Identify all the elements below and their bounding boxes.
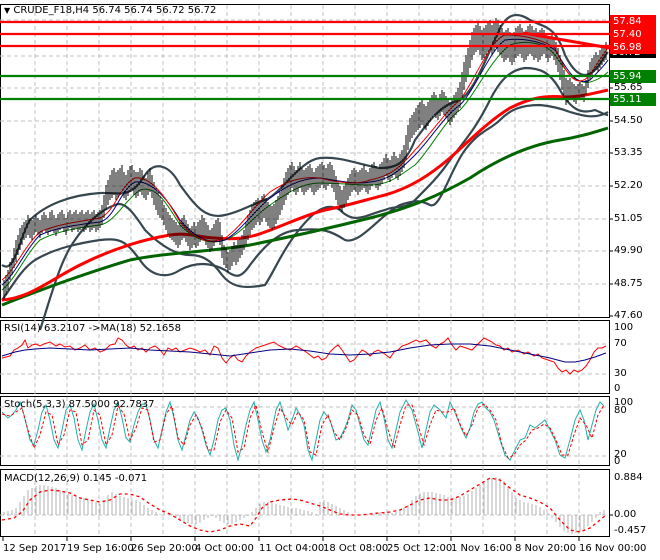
y-tick: 53.35	[614, 147, 643, 158]
bollinger-bands	[1, 13, 609, 331]
y-tick: 52.20	[614, 180, 643, 191]
main-pane-title-text: CRUDE_F18,H4 56.74 56.74 56.72 56.72	[13, 5, 217, 16]
support-tag: 55.11	[610, 93, 656, 106]
macd-y-tick: -0.457	[614, 525, 647, 536]
x-tick: 1 Nov 16:00	[451, 543, 513, 554]
x-tick: 8 Nov 20:00	[515, 543, 577, 554]
macd-pane-title: MACD(12,26,9) 0.145 -0.071	[4, 473, 148, 484]
x-tick: 26 Sep 20:00	[131, 543, 198, 554]
stoch-y-tick: 20	[614, 449, 627, 460]
rsi-y-tick: 0	[614, 383, 621, 394]
ma-red-slow	[1, 88, 609, 302]
x-tick: 25 Oct 12:00	[387, 543, 453, 554]
macd-histogram	[3, 477, 605, 534]
resistance-tag: 57.84	[610, 15, 656, 28]
grid	[0, 5, 609, 536]
x-tick: 16 Nov 00:00	[579, 543, 647, 554]
moving-averages	[1, 34, 609, 307]
y-tick: 51.05	[614, 213, 643, 224]
y-axis-ticks	[610, 87, 613, 516]
ma-darkgreen-fast	[1, 42, 609, 291]
stoch-y-tick: 100	[614, 397, 634, 408]
support-lines	[0, 74, 610, 101]
stoch-pane-title: Stoch(5,3,3) 87.5000 92.7837	[4, 399, 155, 410]
main-pane-title: ▼ CRUDE_F18,H4 56.74 56.74 56.72 56.72	[4, 5, 216, 16]
x-tick: 4 Oct 00:00	[195, 543, 254, 554]
y-tick: 47.60	[614, 310, 643, 321]
macd-signal-line	[1, 477, 607, 533]
x-tick: 11 Oct 04:00	[259, 543, 325, 554]
rsi-lines	[1, 337, 607, 375]
resistance-lines	[0, 20, 611, 50]
x-tick: 19 Sep 16:00	[67, 543, 134, 554]
y-tick: 55.65	[614, 82, 643, 93]
x-tick: 18 Oct 08:00	[323, 543, 389, 554]
trendline	[522, 31, 611, 50]
support-tag: 55.94	[610, 70, 656, 83]
ma-green-slow	[1, 126, 609, 307]
pane-frames	[0, 4, 610, 537]
candles	[3, 18, 607, 300]
y-tick: 49.90	[614, 245, 643, 256]
x-axis-ticks	[2, 537, 580, 541]
y-tick: 54.50	[614, 115, 643, 126]
stoch-y-tick: 80	[614, 405, 627, 416]
x-tick: 12 Sep 2017	[3, 543, 67, 554]
resistance-tag: 57.40	[610, 28, 656, 41]
rsi-y-tick: 100	[614, 322, 634, 333]
resistance-tag: 56.98	[610, 41, 656, 54]
ma-red-fast	[1, 34, 609, 281]
stoch-lines	[1, 398, 605, 462]
rsi-y-tick: 30	[614, 368, 627, 379]
macd-y-tick: 0.884	[614, 472, 643, 483]
rsi-pane-title: RSI(14) 63.2107 ->MA(18) 52.1658	[4, 323, 181, 334]
macd-y-tick: 0.00	[614, 509, 637, 520]
y-tick: 48.75	[614, 278, 643, 289]
rsi-y-tick: 70	[614, 338, 627, 349]
stoch-y-tick: 0	[614, 456, 621, 467]
collapse-triangle-icon[interactable]: ▼	[4, 6, 11, 15]
